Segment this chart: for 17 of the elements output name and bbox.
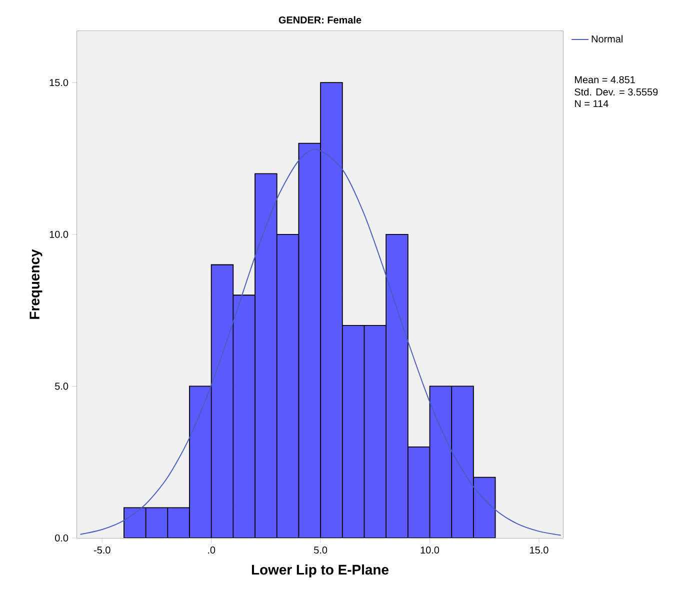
- x-tick-label: 10.0: [420, 546, 440, 554]
- x-tick-label: 15.0: [530, 546, 548, 554]
- y-tick-label: 0.0: [55, 534, 68, 542]
- y-tick-label: 15.0: [50, 79, 68, 86]
- x-tick-label: -5.0: [94, 546, 110, 554]
- text: N = 114: [575, 100, 608, 108]
- text: Mean = 4.851: [575, 76, 635, 84]
- x-tick-label: .0: [208, 546, 216, 554]
- x-axis-title: Lower Lip to E-Plane: [252, 564, 388, 578]
- text: Std. Dev. = 3.5559: [574, 88, 658, 96]
- legend-label: Normal: [592, 35, 622, 42]
- y-axis-title: Frequency: [30, 249, 42, 319]
- line-series: [80, 149, 562, 536]
- y-tick-label: 5.0: [55, 382, 68, 390]
- x-tick-label: 5.0: [314, 546, 328, 554]
- chart-title: GENDER: Female: [278, 16, 362, 24]
- y-tick-label: 10.0: [50, 230, 68, 238]
